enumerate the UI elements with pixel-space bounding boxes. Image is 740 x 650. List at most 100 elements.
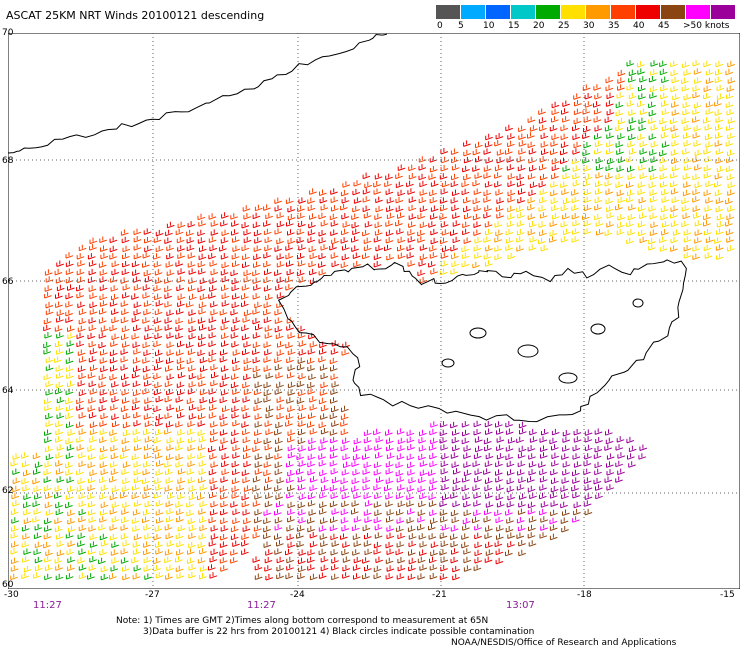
wind-barb	[385, 461, 394, 468]
wind-barb	[573, 508, 581, 516]
wind-barb	[429, 189, 437, 197]
wind-barb	[671, 196, 680, 204]
wind-barb	[122, 413, 131, 420]
wind-barb	[506, 485, 515, 493]
wind-barb	[330, 533, 339, 541]
wind-barb	[703, 85, 712, 93]
wind-barb	[453, 468, 461, 475]
wind-barb	[144, 420, 153, 428]
wind-barb	[10, 460, 19, 467]
wind-barb	[143, 413, 152, 420]
wind-barb	[562, 436, 571, 443]
wind-barb	[153, 405, 162, 413]
wind-barb	[99, 308, 107, 315]
wind-barb	[615, 460, 623, 468]
wind-barb	[319, 469, 327, 477]
wind-barb	[343, 461, 351, 469]
wind-barb	[727, 189, 735, 196]
wind-barb	[188, 532, 196, 540]
lat-label-62: 62	[2, 486, 14, 496]
wind-barb	[165, 477, 174, 484]
wind-barb	[89, 301, 98, 309]
wind-barb	[659, 117, 667, 125]
wind-barb	[606, 140, 614, 148]
wind-barb	[120, 229, 129, 236]
wind-barb	[584, 484, 593, 491]
wind-barb	[98, 557, 106, 565]
wind-barb	[472, 516, 480, 524]
wind-barb	[505, 445, 514, 452]
wind-barb	[45, 453, 54, 461]
wind-barb	[683, 245, 692, 252]
wind-barb	[506, 164, 515, 171]
wind-barb	[715, 69, 723, 76]
wind-barb	[241, 494, 250, 501]
wind-barb	[11, 525, 19, 532]
wind-barb	[219, 356, 228, 363]
wind-barb	[418, 445, 427, 452]
wind-barb	[78, 428, 87, 435]
wind-barb	[562, 469, 570, 476]
wind-barb	[549, 533, 558, 541]
wind-barb	[582, 149, 591, 157]
wind-barb	[617, 156, 626, 164]
wind-barb	[153, 446, 161, 453]
wind-barb	[560, 517, 569, 524]
wind-barb	[231, 253, 240, 260]
wind-barb	[496, 484, 504, 491]
wind-barb	[494, 509, 502, 517]
wind-barb	[419, 189, 428, 196]
wind-barb	[198, 413, 206, 420]
wind-barb	[298, 220, 306, 228]
wind-barb	[144, 245, 152, 253]
wind-barb	[287, 389, 296, 396]
wind-barb	[318, 397, 327, 405]
wind-barb	[232, 349, 241, 356]
wind-barb	[230, 437, 239, 445]
wind-barb	[527, 197, 536, 204]
wind-barb	[221, 317, 230, 324]
wind-barb	[330, 365, 338, 372]
wind-barb	[386, 548, 395, 556]
wind-barb	[133, 301, 142, 309]
wind-barb	[385, 173, 393, 181]
wind-barb	[374, 213, 382, 220]
wind-barb	[243, 357, 252, 365]
color-scale-labels: 0 5 10 15 20 25 30 35 40 45 >50 knots	[436, 21, 736, 35]
wind-barb	[507, 213, 515, 220]
wind-barb	[639, 140, 648, 148]
wind-barb	[120, 452, 128, 460]
wind-barb	[715, 244, 724, 251]
wind-barb	[507, 133, 515, 140]
wind-barb	[23, 493, 31, 501]
wind-barb	[121, 468, 130, 475]
wind-barb	[265, 476, 273, 484]
wind-barb	[274, 269, 282, 277]
wind-barb	[142, 252, 151, 259]
wind-barb	[539, 468, 547, 476]
wind-barb	[263, 220, 271, 227]
wind-barb	[242, 436, 251, 444]
wind-barb	[54, 356, 62, 363]
wind-barb	[144, 444, 152, 451]
wind-barb	[44, 564, 53, 572]
wind-barb	[43, 476, 52, 483]
wind-barb	[210, 533, 219, 540]
wind-barb	[56, 476, 65, 483]
wind-barb	[485, 260, 493, 267]
wind-barb	[582, 157, 590, 164]
wind-barb	[705, 69, 714, 76]
wind-barb	[197, 349, 206, 357]
wind-barb	[21, 477, 30, 485]
wind-barb	[309, 252, 318, 260]
wind-barb	[154, 525, 163, 532]
wind-barb	[100, 540, 109, 547]
wind-barb	[452, 444, 460, 452]
wind-barb	[56, 316, 64, 323]
wind-barb	[65, 438, 74, 445]
wind-barb	[550, 148, 558, 156]
wind-barb	[320, 540, 328, 548]
wind-barb	[572, 180, 581, 187]
wind-barb	[131, 372, 140, 379]
wind-barb	[78, 308, 87, 316]
